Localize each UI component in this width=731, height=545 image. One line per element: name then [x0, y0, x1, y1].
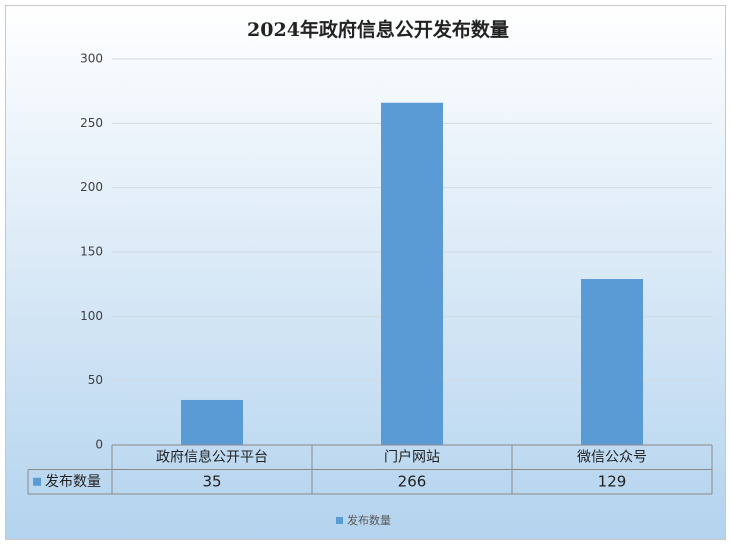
chart-background — [5, 5, 726, 540]
bar — [381, 102, 443, 445]
y-tick-label: 250 — [80, 116, 103, 130]
table-value: 35 — [202, 472, 221, 490]
legend-label: 发布数量 — [347, 513, 391, 527]
y-tick-label: 50 — [88, 373, 103, 387]
legend-key — [336, 517, 343, 524]
y-tick-label: 150 — [80, 245, 103, 259]
x-tick-label: 门户网站 — [384, 448, 440, 465]
x-tick-label: 政府信息公开平台 — [156, 448, 268, 465]
y-tick-label: 100 — [80, 309, 103, 323]
bar — [181, 399, 243, 445]
table-value: 266 — [398, 472, 427, 490]
y-tick-label: 0 — [95, 438, 103, 452]
x-tick-label: 微信公众号 — [577, 449, 647, 465]
y-tick-label: 200 — [80, 180, 103, 194]
bar — [581, 279, 643, 445]
table-value: 129 — [598, 472, 627, 490]
table-series-name: 发布数量 — [45, 474, 101, 490]
chart-title: 2024年政府信息公开发布数量 — [247, 18, 509, 41]
y-tick-label: 300 — [80, 52, 103, 66]
legend-key — [33, 477, 41, 486]
